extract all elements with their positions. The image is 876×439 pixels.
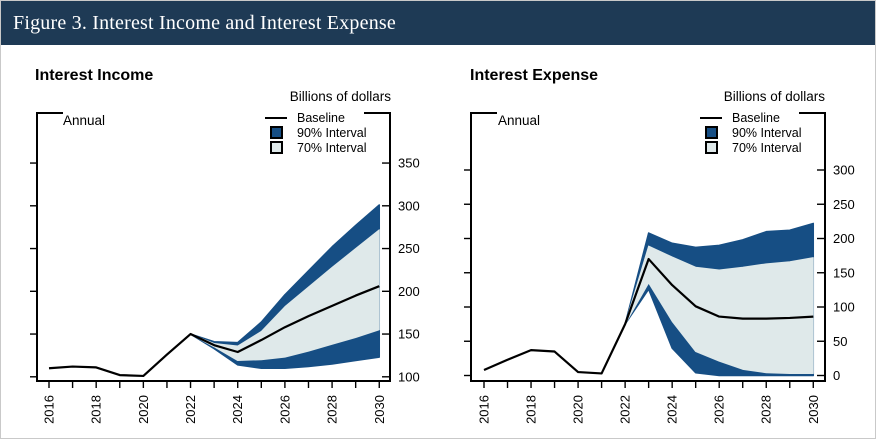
figure-header-bar: Figure 3. Interest Income and Interest E…	[1, 1, 875, 45]
legend-item-90-interval: 90% Interval	[698, 125, 801, 140]
baseline-line-swatch	[698, 116, 724, 119]
chart-1-baseline-line	[483, 257, 814, 375]
chart-1-70-interval-band	[624, 245, 814, 374]
svg-text:300: 300	[833, 163, 855, 178]
income-units-label: Billions of dollars	[289, 89, 391, 104]
svg-text:2028: 2028	[325, 395, 340, 424]
expense-frequency-label: Annual	[498, 113, 541, 128]
income-frequency-label: Annual	[63, 113, 106, 128]
svg-text:2030: 2030	[372, 395, 387, 424]
svg-text:200: 200	[833, 231, 855, 246]
income-chart-title: Interest Income	[35, 67, 154, 84]
svg-text:150: 150	[833, 265, 855, 280]
svg-text:2024: 2024	[665, 395, 680, 424]
svg-text:2026: 2026	[277, 395, 292, 424]
legend-item-baseline: Baseline	[698, 110, 801, 125]
svg-text:300: 300	[398, 198, 420, 213]
figure-title: Figure 3. Interest Income and Interest E…	[13, 11, 396, 34]
expense-units-label: Billions of dollars	[723, 89, 825, 104]
70-interval-swatch	[263, 141, 289, 154]
svg-text:2022: 2022	[183, 395, 198, 424]
90-interval-swatch	[263, 126, 289, 139]
svg-text:150: 150	[398, 327, 420, 342]
70-interval-swatch	[698, 141, 724, 154]
svg-text:250: 250	[398, 241, 420, 256]
legend-item-70-interval: 70% Interval	[698, 140, 801, 155]
baseline-line-swatch	[263, 116, 289, 119]
svg-text:2026: 2026	[712, 395, 727, 424]
svg-text:100: 100	[398, 369, 420, 384]
svg-text:2018: 2018	[89, 395, 104, 424]
chart-1-x-tick-labels: 2016 2018 2020 2022 2024 2026 2028 2030	[477, 395, 821, 424]
svg-text:2016: 2016	[42, 395, 57, 424]
svg-text:2020: 2020	[136, 395, 151, 424]
chart-0-y-tick-labels: 100 150 200 250 300 350	[398, 156, 420, 385]
svg-text:200: 200	[398, 284, 420, 299]
90-interval-swatch	[698, 126, 724, 139]
svg-text:2018: 2018	[524, 395, 539, 424]
legend-item-90-interval: 90% Interval	[263, 125, 366, 140]
svg-text:2024: 2024	[230, 395, 245, 424]
expense-chart-title: Interest Expense	[470, 67, 599, 84]
svg-text:250: 250	[833, 197, 855, 212]
svg-text:50: 50	[833, 334, 847, 349]
chart-1-ticks	[464, 169, 825, 388]
legend-item-70-interval: 70% Interval	[263, 140, 366, 155]
chart-1-y-tick-labels: 0 50 100 150 200 250 300	[833, 163, 855, 384]
svg-text:2020: 2020	[571, 395, 586, 424]
svg-text:2016: 2016	[477, 395, 492, 424]
svg-text:2022: 2022	[618, 395, 633, 424]
svg-text:2030: 2030	[806, 395, 821, 424]
svg-text:350: 350	[398, 156, 420, 171]
expense-legend: Baseline 90% Interval 70% Interval	[698, 110, 801, 155]
legend-item-baseline: Baseline	[263, 110, 366, 125]
chart-0-baseline-line	[48, 285, 380, 378]
svg-text:0: 0	[833, 368, 840, 383]
svg-text:2028: 2028	[759, 395, 774, 424]
income-legend: Baseline 90% Interval 70% Interval	[263, 110, 366, 155]
chart-0-70-interval-band	[190, 229, 380, 362]
chart-0-ticks	[30, 162, 390, 388]
svg-text:100: 100	[833, 300, 855, 315]
chart-0-x-tick-labels: 2016 2018 2020 2022 2024 2026 2028 2030	[42, 395, 387, 424]
